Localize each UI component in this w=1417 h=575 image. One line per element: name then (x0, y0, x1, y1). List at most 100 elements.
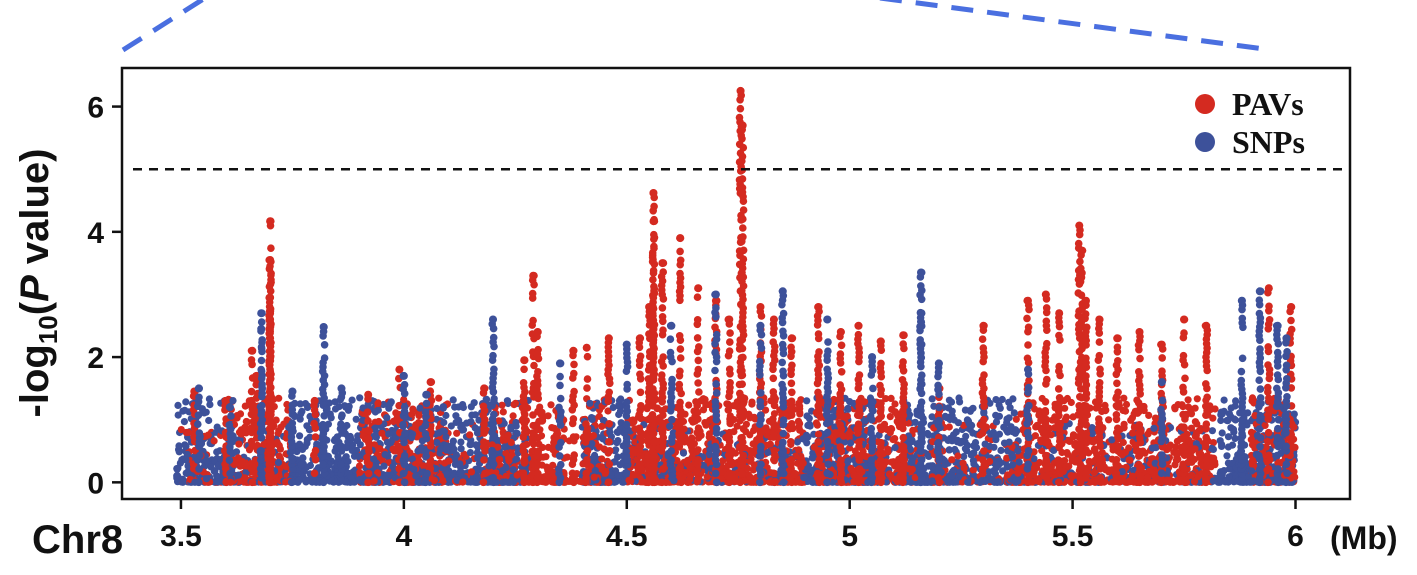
snp-point (408, 455, 416, 463)
snp-point (803, 464, 811, 472)
snp-point (467, 478, 475, 486)
snp-point (1225, 465, 1233, 473)
snp-point (928, 413, 936, 421)
snp-point (466, 431, 474, 439)
snp-point (1191, 445, 1199, 453)
snp-point (415, 457, 423, 465)
snp-point (733, 422, 741, 430)
snp-point (1217, 416, 1225, 425)
snp-point (205, 416, 213, 425)
snp-point (1038, 447, 1046, 455)
snp-point (1186, 473, 1194, 481)
snp-point (408, 434, 416, 442)
snp-point (389, 417, 397, 425)
snp-point (1190, 477, 1199, 486)
snp-point (844, 405, 852, 413)
snp-point (904, 419, 912, 427)
snp-point (861, 417, 869, 425)
snp-point (686, 463, 694, 472)
snp-point (992, 396, 1000, 404)
snp-point (928, 395, 936, 403)
snp-point (589, 432, 598, 440)
snp-point (1148, 444, 1157, 452)
snp-point (598, 422, 606, 430)
snp-point (473, 429, 482, 437)
snp-point (303, 436, 311, 444)
snp-point (240, 428, 248, 436)
snp-point (354, 452, 363, 461)
snp-point (1209, 477, 1217, 485)
snp-point (748, 449, 756, 457)
snp-point (843, 412, 851, 420)
snp-point (1141, 449, 1149, 457)
snp-point (1196, 454, 1204, 462)
snp-point (802, 431, 811, 439)
snp-point (905, 465, 913, 473)
snp-point (234, 454, 242, 462)
snp-point (1098, 449, 1106, 457)
snp-point (175, 442, 183, 450)
snp-point (348, 446, 356, 454)
snp-point (1003, 454, 1011, 462)
snp-point (468, 411, 476, 419)
snp-point (944, 404, 953, 412)
snp-point (501, 443, 509, 451)
snp-point (891, 408, 899, 416)
snp-point (233, 414, 241, 422)
zoom-connector-right (879, 0, 1273, 53)
snp-point (304, 402, 312, 410)
snp-point (606, 428, 614, 436)
snp-point (296, 415, 304, 423)
snp-point (1229, 425, 1238, 433)
snp-point (998, 395, 1006, 404)
snp-point (513, 471, 521, 479)
snp-point (439, 404, 447, 412)
snp-point (685, 401, 693, 409)
snp-point (1120, 424, 1128, 432)
snp-point (488, 441, 496, 449)
snp-point (615, 402, 623, 410)
snp-point (746, 457, 754, 465)
snp-point (386, 400, 394, 408)
snp-point (994, 461, 1002, 469)
snp-point (803, 439, 811, 447)
snp-point (673, 457, 681, 465)
snp-point (948, 456, 956, 464)
snp-point (1208, 444, 1216, 452)
snp-point (803, 397, 811, 405)
snp-point (627, 477, 635, 485)
snp-point (1127, 416, 1135, 424)
snp-point (433, 439, 441, 447)
snp-point (297, 461, 305, 469)
snp-point (174, 401, 182, 409)
snp-point (275, 394, 283, 402)
snp-point (701, 419, 709, 427)
snp-point (796, 408, 804, 416)
snp-point (1144, 473, 1152, 481)
snp-point (467, 418, 475, 426)
snp-point (744, 464, 752, 473)
snp-point (1166, 441, 1174, 449)
snp-point (1009, 461, 1017, 469)
snp-point (202, 457, 210, 465)
snp-point (1251, 412, 1259, 420)
snp-point (961, 445, 970, 453)
snp-point (686, 476, 694, 484)
snp-point (355, 462, 364, 470)
snp-point (969, 466, 978, 474)
snp-point (1144, 430, 1152, 438)
snp-point (946, 415, 954, 424)
snp-point (502, 472, 510, 480)
snp-point (829, 413, 837, 421)
snp-point (887, 394, 895, 402)
snp-point (301, 442, 309, 450)
snp-point (962, 432, 970, 440)
snp-point (597, 463, 606, 471)
snp-point (1185, 436, 1193, 444)
snp-point (473, 449, 481, 457)
snp-point (1223, 452, 1231, 460)
snp-point (959, 459, 967, 467)
snp-point (1108, 436, 1116, 444)
snp-point (1221, 478, 1230, 486)
snp-point (498, 467, 507, 475)
